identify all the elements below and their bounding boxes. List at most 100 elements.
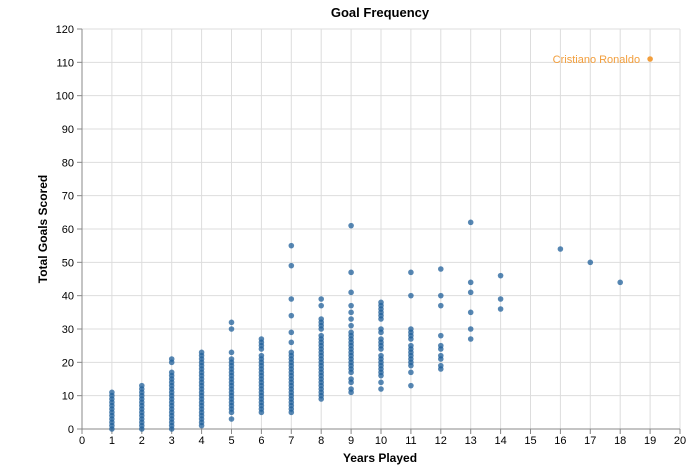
data-point bbox=[378, 386, 384, 392]
axes: 0 1 2 3 4 5 6 7 8 9 10 11 12 13 14 15 16 17 18 19 2001020304… bbox=[56, 24, 686, 447]
x-tick-label: 3 bbox=[169, 435, 175, 447]
data-point bbox=[587, 259, 594, 266]
data-point bbox=[408, 292, 414, 299]
data-point bbox=[497, 306, 504, 312]
data-point bbox=[348, 386, 354, 392]
data-point bbox=[258, 336, 265, 342]
x-tick-label: 6 bbox=[258, 435, 264, 447]
data-point bbox=[408, 342, 414, 349]
data-point bbox=[168, 356, 175, 362]
data-point bbox=[109, 389, 115, 396]
data-point bbox=[258, 352, 265, 359]
y-tick-label: 60 bbox=[62, 224, 74, 236]
data-point bbox=[288, 349, 295, 356]
data-point bbox=[288, 296, 295, 302]
x-tick-label: 19 bbox=[644, 435, 656, 447]
data-point bbox=[557, 246, 564, 252]
data-point bbox=[318, 302, 325, 309]
data-point bbox=[348, 302, 354, 309]
x-tick-label: 9 bbox=[348, 435, 354, 447]
data-point bbox=[168, 369, 175, 376]
x-tick-label: 8 bbox=[318, 435, 324, 447]
x-tick-label: 18 bbox=[614, 435, 626, 447]
data-point bbox=[348, 322, 354, 329]
y-tick-label: 30 bbox=[62, 324, 74, 336]
data-point bbox=[497, 272, 504, 279]
data-point bbox=[228, 416, 235, 422]
data-point bbox=[288, 329, 295, 336]
x-tick-label: 4 bbox=[199, 435, 205, 447]
data-point bbox=[467, 279, 474, 286]
x-tick-label: 7 bbox=[288, 435, 294, 447]
x-tick-label: 12 bbox=[435, 435, 447, 447]
y-tick-label: 40 bbox=[62, 291, 74, 303]
data-point bbox=[378, 336, 384, 342]
data-point bbox=[467, 219, 474, 226]
data-point bbox=[228, 319, 235, 326]
y-axis-title: Total Goals Scored bbox=[36, 175, 50, 283]
y-tick-label: 120 bbox=[56, 24, 74, 36]
y-tick-label: 100 bbox=[56, 91, 74, 103]
data-point bbox=[467, 309, 474, 316]
data-point bbox=[288, 339, 295, 346]
x-tick-label: 0 bbox=[79, 435, 85, 447]
x-tick-label: 14 bbox=[494, 435, 506, 447]
y-tick-label: 70 bbox=[62, 191, 74, 203]
data-point bbox=[228, 326, 235, 332]
data-point bbox=[348, 269, 354, 276]
data-point bbox=[467, 289, 474, 296]
data-point bbox=[408, 369, 414, 376]
chart-title: Goal Frequency bbox=[331, 5, 430, 20]
data-point bbox=[497, 296, 504, 302]
x-tick-label: 1 bbox=[109, 435, 115, 447]
y-tick-label: 50 bbox=[62, 257, 74, 269]
data-point bbox=[318, 296, 325, 302]
highlight-point bbox=[647, 56, 653, 62]
data-point bbox=[348, 289, 354, 296]
data-point bbox=[318, 316, 325, 322]
data-point bbox=[378, 379, 384, 386]
y-tick-label: 80 bbox=[62, 157, 74, 169]
data-point bbox=[139, 382, 145, 389]
x-tick-label: 15 bbox=[524, 435, 536, 447]
data-point bbox=[228, 349, 235, 356]
data-point bbox=[288, 242, 295, 249]
y-tick-label: 20 bbox=[62, 357, 74, 369]
data-point bbox=[348, 222, 354, 229]
data-point bbox=[467, 326, 474, 332]
x-tick-label: 13 bbox=[465, 435, 477, 447]
data-point bbox=[318, 332, 325, 339]
annotation-layer: Cristiano Ronaldo bbox=[553, 54, 653, 66]
x-tick-label: 11 bbox=[405, 435, 416, 447]
data-point bbox=[408, 382, 414, 389]
x-tick-label: 10 bbox=[375, 435, 387, 447]
data-point bbox=[617, 279, 623, 286]
data-point bbox=[378, 352, 384, 359]
data-point bbox=[348, 316, 354, 322]
x-tick-label: 5 bbox=[228, 435, 234, 447]
data-point bbox=[438, 362, 444, 369]
data-point bbox=[348, 329, 354, 336]
data-point bbox=[438, 292, 444, 299]
data-point bbox=[438, 302, 444, 309]
y-tick-label: 0 bbox=[68, 424, 74, 436]
data-point bbox=[438, 266, 444, 272]
data-point bbox=[408, 269, 414, 276]
data-point bbox=[348, 376, 354, 382]
data-point bbox=[438, 342, 444, 349]
data-point bbox=[438, 332, 444, 339]
x-tick-label: 2 bbox=[139, 435, 145, 447]
data-point bbox=[288, 312, 295, 319]
data-point bbox=[467, 336, 474, 342]
highlight-label: Cristiano Ronaldo bbox=[553, 54, 640, 66]
data-point bbox=[348, 309, 354, 316]
data-point bbox=[228, 356, 235, 362]
y-tick-label: 10 bbox=[62, 391, 74, 403]
data-point bbox=[378, 326, 384, 332]
y-tick-label: 90 bbox=[62, 124, 74, 136]
x-tick-label: 17 bbox=[584, 435, 596, 447]
data-point bbox=[288, 262, 295, 269]
y-tick-label: 110 bbox=[56, 57, 74, 69]
